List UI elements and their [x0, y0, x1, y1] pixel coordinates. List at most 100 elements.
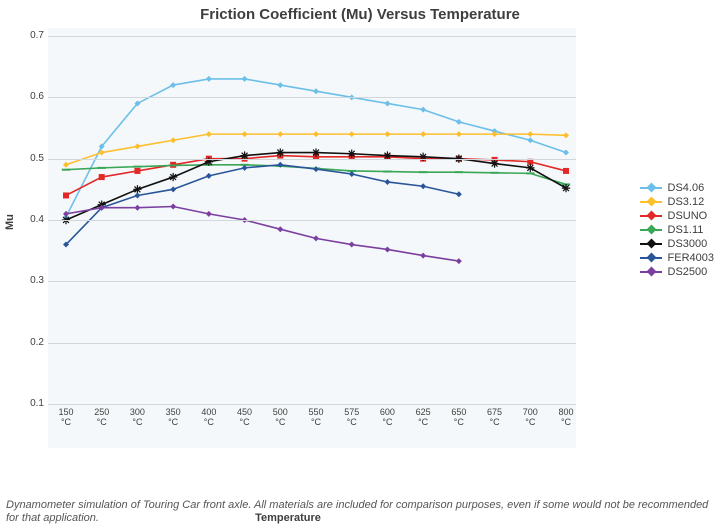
series-marker	[170, 82, 176, 88]
series-marker	[384, 131, 390, 137]
series-marker	[456, 119, 462, 125]
series-marker	[277, 226, 283, 232]
legend-item: DS3000	[640, 238, 714, 250]
series-marker	[490, 159, 498, 167]
legend: DS4.06 DS3.12 DSUNO DS1.11 DS3000 FER4003 DS25…	[640, 180, 714, 280]
legend-label: DS2500	[668, 266, 708, 278]
series-marker	[313, 166, 319, 172]
series-marker	[206, 211, 212, 217]
x-tick: 625°C	[409, 408, 437, 428]
x-tick: 675°C	[481, 408, 509, 428]
series-marker	[419, 171, 427, 173]
legend-swatch	[640, 187, 662, 189]
series-marker	[383, 171, 391, 173]
y-axis-label: Mu	[4, 214, 16, 230]
series-marker	[456, 258, 462, 264]
series-line	[66, 153, 566, 220]
series-marker	[384, 100, 390, 106]
y-tick: 0.1	[24, 398, 44, 409]
series-marker	[313, 131, 319, 137]
x-tick: 250°C	[88, 408, 116, 428]
legend-label: FER4003	[668, 252, 714, 264]
legend-swatch	[640, 243, 662, 245]
series-marker	[169, 164, 177, 166]
series-marker	[490, 172, 498, 174]
series-marker	[455, 171, 463, 173]
x-tick: 300°C	[123, 408, 151, 428]
series-marker	[206, 131, 212, 137]
series-marker	[563, 132, 569, 138]
series-marker	[133, 166, 141, 168]
x-tick: 700°C	[516, 408, 544, 428]
series-marker	[313, 88, 319, 94]
series-marker	[527, 131, 533, 137]
series-marker	[134, 168, 140, 174]
series-marker	[206, 76, 212, 82]
legend-swatch	[640, 215, 662, 217]
series-marker	[349, 131, 355, 137]
series-marker	[456, 191, 462, 197]
series-marker	[526, 172, 534, 174]
caption: Dynamometer simulation of Touring Car fr…	[6, 499, 714, 527]
legend-label: DSUNO	[668, 210, 708, 222]
series-marker	[242, 76, 248, 82]
series-marker	[456, 131, 462, 137]
series-marker	[98, 167, 106, 169]
y-tick: 0.7	[24, 30, 44, 41]
figure: Friction Coefficient (Mu) Versus Tempera…	[0, 0, 720, 530]
series-marker	[170, 204, 176, 210]
x-tick: 500°C	[266, 408, 294, 428]
series-marker	[527, 137, 533, 143]
series-marker	[384, 246, 390, 252]
plot-area	[48, 28, 576, 448]
series-marker	[420, 107, 426, 113]
series-marker	[563, 168, 569, 174]
series-marker	[277, 82, 283, 88]
y-tick: 0.2	[24, 337, 44, 348]
legend-label: DS4.06	[668, 182, 705, 194]
x-tick: 575°C	[338, 408, 366, 428]
x-tick: 400°C	[195, 408, 223, 428]
series-marker	[134, 205, 140, 211]
series-marker	[420, 183, 426, 189]
legend-swatch	[640, 271, 662, 273]
series-line	[66, 207, 459, 262]
series-marker	[63, 162, 69, 168]
x-tick: 350°C	[159, 408, 187, 428]
chart-svg	[48, 28, 576, 448]
series-marker	[169, 173, 177, 181]
series-marker	[563, 150, 569, 156]
chart-title: Friction Coefficient (Mu) Versus Tempera…	[0, 0, 720, 23]
x-tick: 150°C	[52, 408, 80, 428]
legend-label: DS3.12	[668, 196, 705, 208]
series-marker	[63, 192, 69, 198]
x-tick: 800°C	[552, 408, 580, 428]
legend-item: DS3.12	[640, 196, 714, 208]
x-tick: 650°C	[445, 408, 473, 428]
y-tick: 0.4	[24, 214, 44, 225]
legend-item: DS2500	[640, 266, 714, 278]
series-line	[66, 165, 459, 245]
y-tick: 0.3	[24, 275, 44, 286]
series-line	[66, 79, 566, 217]
legend-label: DS1.11	[668, 224, 704, 236]
legend-swatch	[640, 201, 662, 203]
x-tick: 600°C	[373, 408, 401, 428]
series-marker	[349, 242, 355, 248]
legend-label: DS3000	[668, 238, 708, 250]
y-tick: 0.5	[24, 153, 44, 164]
x-tick: 550°C	[302, 408, 330, 428]
legend-item: DS4.06	[640, 182, 714, 194]
legend-swatch	[640, 257, 662, 259]
series-marker	[526, 164, 534, 172]
series-marker	[134, 192, 140, 198]
series-marker	[313, 235, 319, 241]
series-marker	[62, 169, 70, 171]
series-marker	[134, 143, 140, 149]
series-marker	[242, 131, 248, 137]
series-marker	[170, 186, 176, 192]
series-marker	[384, 179, 390, 185]
series-marker	[420, 131, 426, 137]
legend-item: DSUNO	[640, 210, 714, 222]
series-marker	[277, 131, 283, 137]
